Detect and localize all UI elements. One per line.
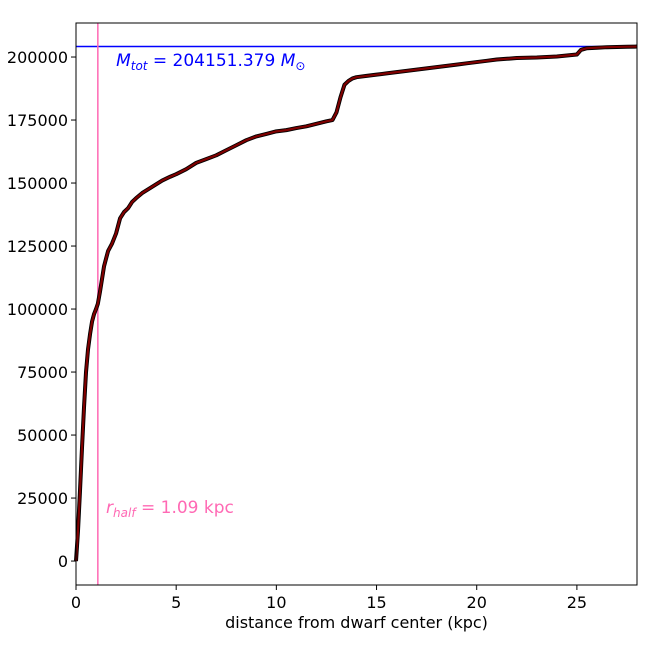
annotation-part: M — [281, 51, 296, 71]
annotation-part: = 1.09 kpc — [136, 498, 234, 518]
half-mass-radius-annotation: rhalf = 1.09 kpc — [106, 498, 234, 520]
series-line — [74, 45, 638, 562]
x-tick-label: 20 — [467, 593, 487, 612]
x-tick-label: 0 — [71, 593, 81, 612]
x-tick-label: 5 — [171, 593, 181, 612]
annotation-part: M — [116, 51, 131, 71]
annotation-part: tot — [131, 59, 149, 73]
plot-frame — [75, 22, 638, 586]
y-tick-label: 75000 — [17, 363, 68, 382]
annotation-part: ⊙ — [295, 59, 305, 73]
y-tick-label: 175000 — [7, 111, 68, 130]
y-tick-label: 150000 — [7, 174, 68, 193]
y-tick-label: 25000 — [17, 489, 68, 508]
x-axis-label: distance from dwarf center (kpc) — [225, 613, 488, 632]
y-axis: 0 25000 50000 75000 100000 125000 150000 175000… — [7, 48, 76, 571]
y-tick-label: 200000 — [7, 48, 68, 67]
annotation-part: = 204151.379 — [148, 51, 281, 71]
annotation-part: half — [113, 506, 137, 520]
data-layer — [74, 23, 638, 585]
annotation-part: r — [106, 498, 114, 518]
x-tick-label: 15 — [366, 593, 386, 612]
x-axis: 0 5 10 15 20 25 — [71, 585, 587, 612]
x-tick-label: 10 — [266, 593, 286, 612]
y-tick-label: 50000 — [17, 426, 68, 445]
y-tick-label: 100000 — [7, 300, 68, 319]
y-tick-label: 125000 — [7, 237, 68, 256]
total-mass-annotation: Mtot = 204151.379 M⊙ — [116, 51, 305, 73]
x-tick-label: 25 — [567, 593, 587, 612]
y-tick-label: 0 — [58, 552, 68, 571]
